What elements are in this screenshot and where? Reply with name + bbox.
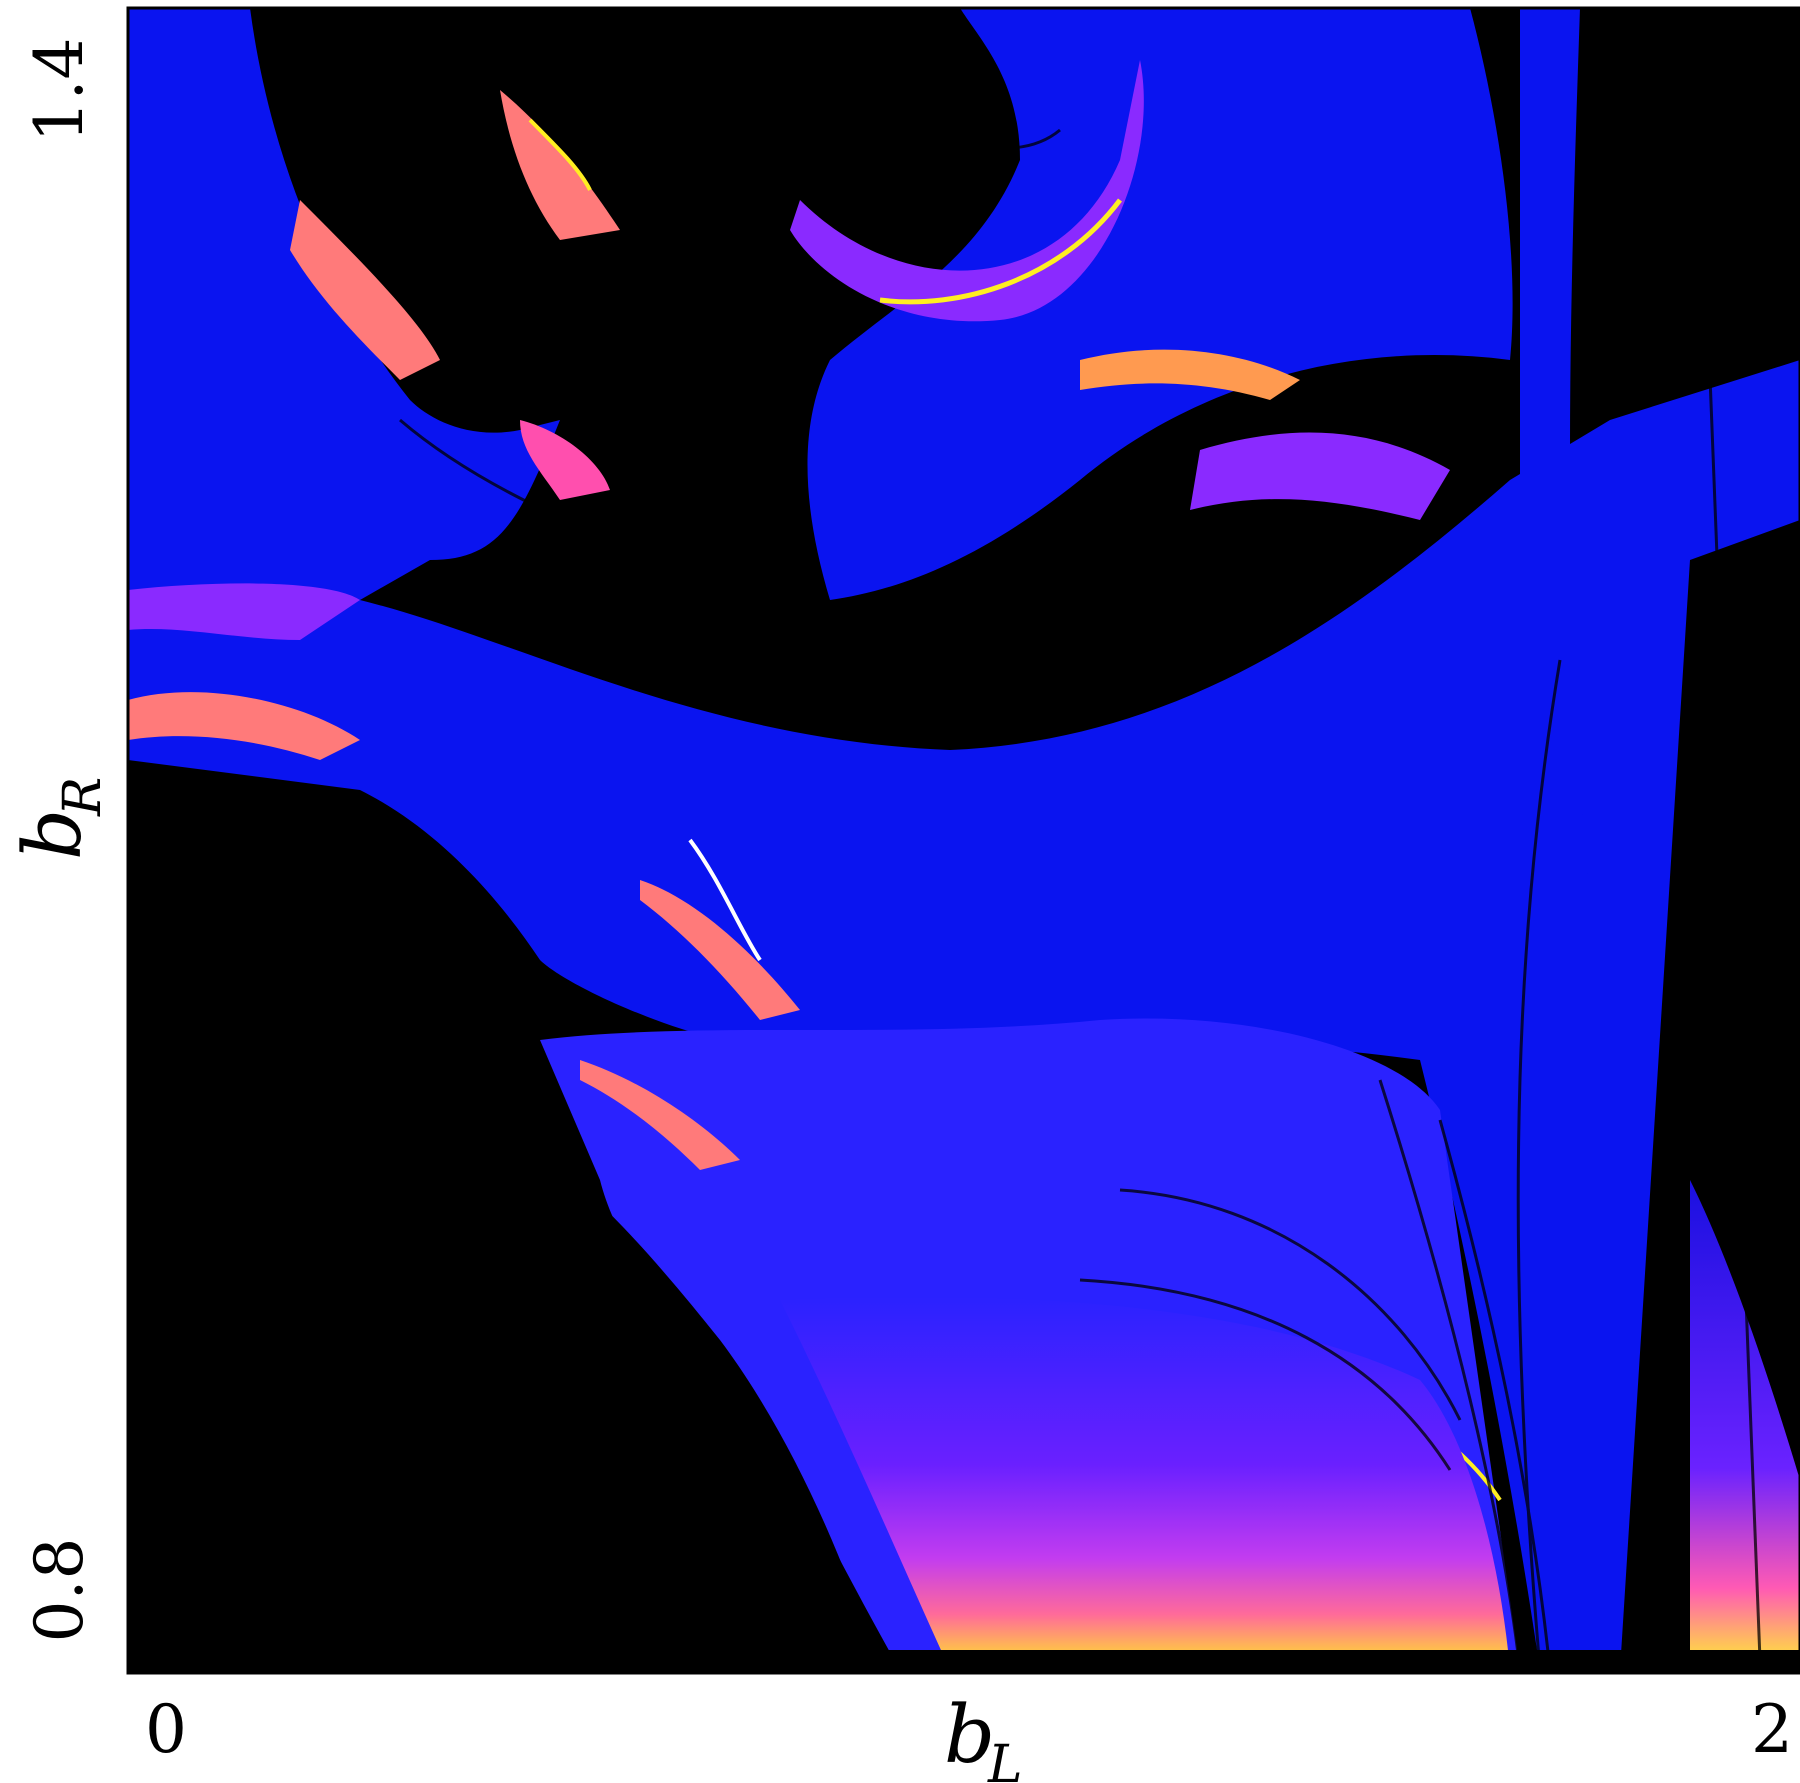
y-axis-label: b R	[6, 777, 113, 860]
x-axis-label: b L	[944, 1688, 1023, 1783]
patch-salmon-e	[580, 1060, 740, 1170]
x-axis-label-base: b	[944, 1688, 995, 1781]
x-axis-label-subscript: L	[987, 1735, 1023, 1783]
band-violet-upper	[790, 60, 1144, 322]
patch-salmon-b	[500, 90, 620, 240]
region-blue-central-band	[128, 360, 1800, 1670]
stripe-yellow-upper	[879, 198, 1122, 305]
region-bottom-right-fan	[1690, 1180, 1800, 1660]
region-bottom-fan	[780, 1296, 1510, 1670]
heatmap-plot-area	[128, 8, 1800, 1673]
region-black-bottom-strip	[880, 1650, 1800, 1673]
y-tick-label-max: 1.4	[21, 38, 98, 143]
y-axis-label-base: b	[6, 809, 99, 860]
x-tick-label-min: 0	[145, 1691, 187, 1768]
plot-frame	[126, 6, 1800, 1675]
patch-salmon-a	[290, 200, 440, 380]
region-blue-right-strip	[1520, 8, 1600, 1670]
stripe-white-mid	[688, 838, 762, 962]
band-violet-mid	[1190, 432, 1450, 520]
patch-salmon-d	[640, 880, 800, 1020]
patch-pink-a	[520, 420, 610, 500]
y-tick-label-min: 0.8	[21, 1538, 98, 1643]
x-tick-label-max: 2	[1751, 1691, 1793, 1768]
region-black-lower-left	[128, 1040, 880, 1673]
patch-salmon-c	[128, 692, 360, 760]
stripe-yellow-left	[528, 118, 592, 191]
streak-overlays	[399, 38, 1762, 1671]
band-violet-left	[128, 583, 360, 640]
y-axis-label-subscript: R	[53, 777, 113, 817]
patch-orange-a	[1080, 349, 1300, 400]
